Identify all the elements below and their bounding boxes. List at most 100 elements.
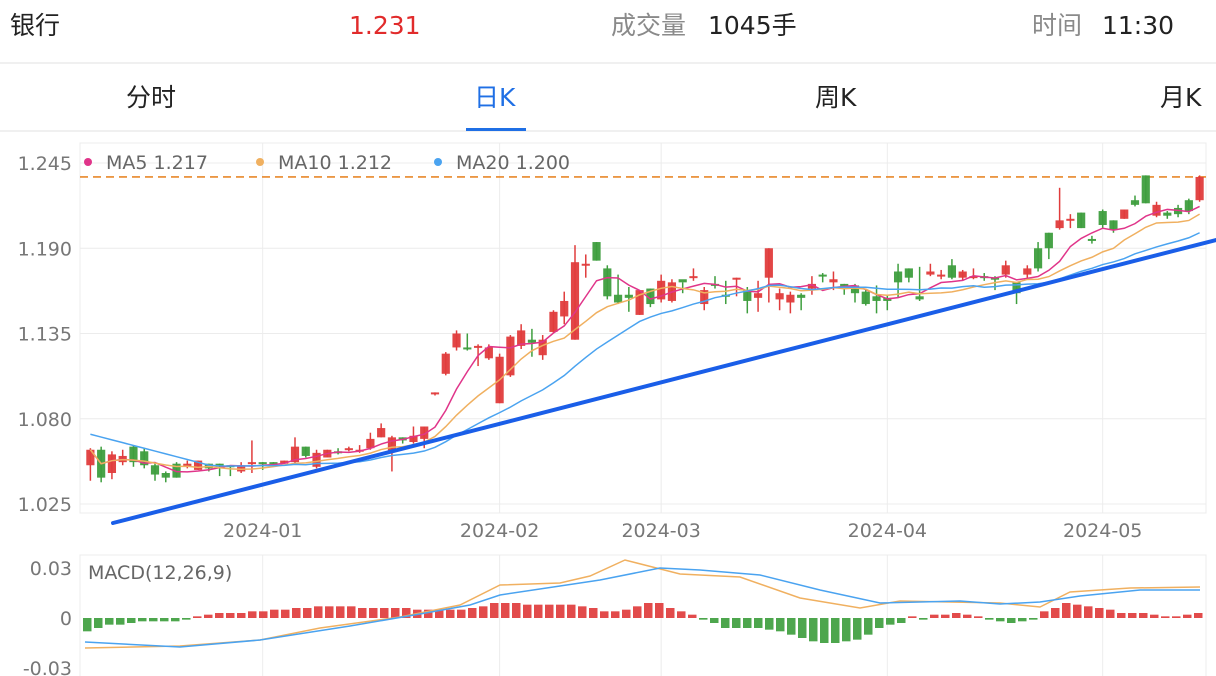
candle-body: [387, 437, 397, 452]
candle-body: [1109, 220, 1118, 230]
candle-body: [140, 451, 149, 466]
macd-histogram-bar: [842, 618, 851, 642]
macd-histogram-bar: [688, 614, 697, 618]
candle-body: [172, 463, 181, 478]
candle-body: [753, 293, 763, 298]
macd-histogram-bar: [468, 608, 477, 618]
macd-histogram-bar: [259, 611, 268, 618]
main-plot-frame: [79, 142, 1207, 514]
macd-histogram-bar: [1106, 609, 1115, 618]
macd-histogram-bar: [644, 603, 653, 618]
stock-name: 银行: [10, 11, 61, 40]
macd-histogram-bar: [765, 618, 774, 630]
macd-histogram-bar: [952, 613, 961, 618]
candle-body: [129, 446, 138, 463]
macd-histogram-bar: [820, 618, 829, 643]
macd-histogram-bar: [886, 618, 895, 625]
macd-histogram-bar: [138, 618, 147, 622]
macd-histogram-bar: [1139, 613, 1148, 618]
y-axis-tick: 1.190: [18, 238, 72, 260]
tab-weekly-k[interactable]: 周K: [815, 83, 857, 112]
macd-histogram-bar: [710, 618, 719, 623]
macd-histogram-bar: [985, 618, 994, 620]
kline-chart[interactable]: 1.245 1.190 1.135 1.080 1.025 2024-01 2024-02 2…: [0, 130, 1216, 676]
candle-body: [1087, 238, 1097, 241]
candle-body: [312, 452, 321, 467]
candle-body: [732, 277, 741, 280]
candle-body: [872, 296, 881, 301]
candle-body: [420, 426, 429, 439]
macd-histogram-bar: [314, 606, 323, 618]
macd-histogram-bar: [1161, 616, 1170, 618]
candle-body: [592, 242, 601, 261]
candle-body: [775, 293, 784, 300]
macd-histogram-bar: [864, 618, 873, 635]
macd-histogram-bar: [446, 609, 455, 618]
candle-body: [1023, 268, 1032, 275]
candle-body: [366, 438, 375, 449]
candle-body: [237, 465, 246, 472]
candle-body: [161, 473, 170, 478]
macd-histogram-bar: [1183, 614, 1192, 618]
y-axis-tick: 1.245: [18, 153, 72, 175]
candle-body: [517, 330, 526, 346]
macd-histogram-bar: [545, 604, 554, 618]
tab-intraday[interactable]: 分时: [126, 83, 177, 112]
legend-ma20: MA20 1.200: [456, 152, 570, 174]
tab-daily-k[interactable]: 日K: [474, 83, 516, 112]
volume-label: 成交量: [611, 11, 687, 40]
macd-histogram-bar: [919, 618, 928, 620]
candle-body: [86, 449, 95, 466]
candle-body: [409, 435, 418, 442]
macd-histogram-bar: [831, 618, 840, 643]
quote-header: 银行 1.231 成交量 1045手 时间 11:30: [0, 0, 1216, 64]
candle-body: [700, 290, 709, 305]
macd-histogram-bar: [875, 618, 884, 628]
candle-body: [818, 274, 827, 277]
macd-histogram-bar: [127, 618, 136, 623]
macd-histogram-bar: [776, 618, 785, 632]
candle-body: [441, 353, 450, 374]
period-tabs: 分时 日K 周K 月K: [0, 64, 1216, 132]
macd-histogram-bar: [358, 608, 367, 618]
macd-label: MACD(12,26,9): [88, 562, 232, 584]
volume-value: 1045手: [708, 11, 797, 40]
macd-histogram-bar: [215, 613, 224, 618]
legend-dot-ma5: [84, 158, 92, 166]
candle-body: [473, 345, 483, 348]
macd-histogram-bar: [589, 608, 598, 618]
macd-histogram-bar: [853, 618, 862, 640]
candle-body: [452, 333, 461, 348]
macd-histogram-bar: [1095, 608, 1104, 618]
candle-body: [527, 339, 537, 343]
macd-histogram-bar: [193, 616, 202, 618]
candle-body: [646, 288, 655, 305]
macd-histogram-bar: [325, 606, 334, 618]
x-axis-tick: 2024-03: [621, 520, 700, 542]
macd-histogram-bar: [809, 618, 818, 642]
candle-body: [538, 339, 547, 356]
candle-body: [829, 279, 838, 283]
candle-body: [678, 279, 687, 283]
ma5-line: [89, 205, 1200, 473]
macd-histogram-bar: [424, 609, 433, 618]
macd-histogram-bar: [160, 618, 169, 622]
macd-dif-line: [84, 559, 1201, 649]
candle-body: [560, 300, 569, 317]
ma20-line: [90, 232, 1200, 467]
tab-monthly-k[interactable]: 月K: [1160, 83, 1202, 112]
macd-histogram-bar: [908, 616, 917, 618]
legend-ma5: MA5 1.217: [106, 152, 208, 174]
macd-histogram-bar: [116, 618, 125, 625]
legend-dot-ma10: [256, 158, 264, 166]
macd-histogram-bar: [798, 618, 807, 638]
legend-ma10: MA10 1.212: [278, 152, 392, 174]
macd-histogram-bar: [787, 618, 796, 635]
macd-histogram-bar: [963, 614, 972, 618]
macd-histogram-bar: [479, 606, 488, 618]
macd-histogram-bar: [633, 606, 642, 618]
candle-body: [1066, 218, 1075, 221]
candle-body: [290, 446, 300, 463]
macd-histogram-bar: [83, 618, 92, 632]
macd-y-tick: 0: [60, 608, 72, 630]
